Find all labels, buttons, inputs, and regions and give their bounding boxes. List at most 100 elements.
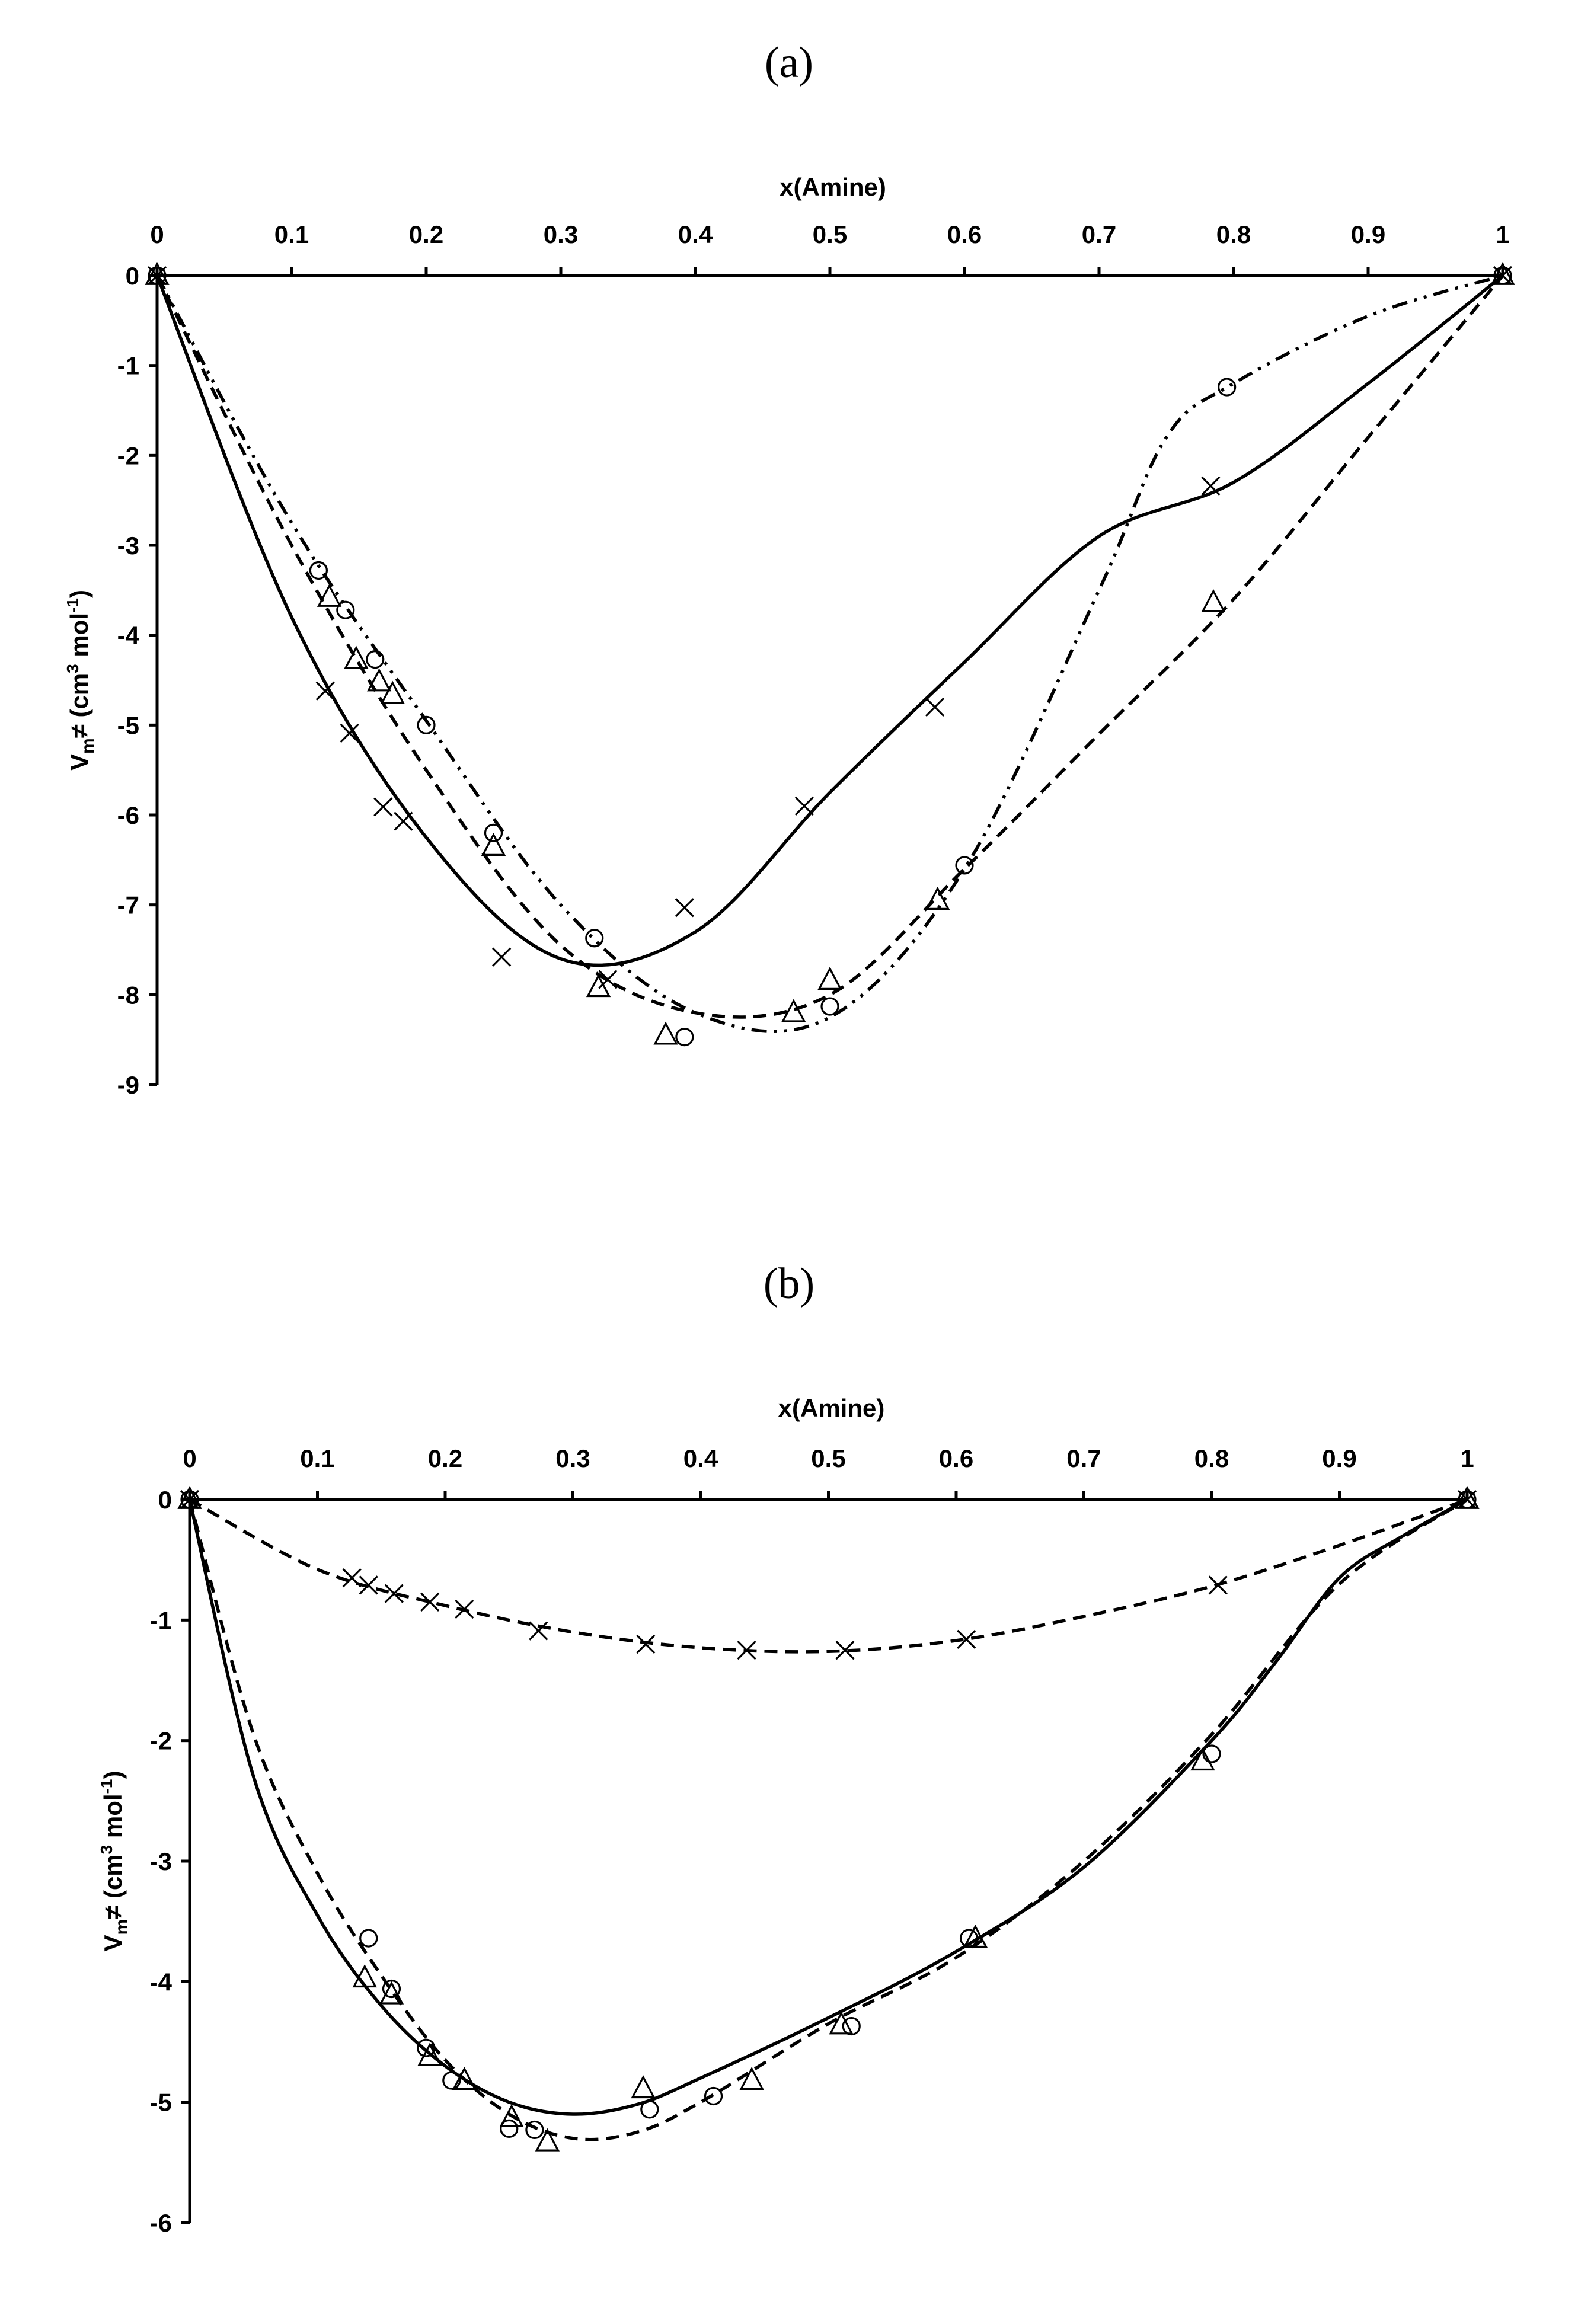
panel-label: (a) — [765, 39, 813, 87]
y-axis-title-mid: mol — [65, 613, 93, 664]
data-point-circle — [1202, 1744, 1221, 1763]
y-axis-title-sub: m — [112, 1919, 132, 1935]
y-tick-label: -5 — [150, 2089, 172, 2117]
y-tick-label: -9 — [117, 1071, 139, 1099]
y-tick-label: -3 — [117, 532, 139, 560]
data-point-triangle — [653, 1021, 678, 1045]
data-point-triangle — [417, 2042, 442, 2066]
series-triangle — [177, 1485, 1480, 2152]
y-tick-label: 0 — [126, 262, 139, 290]
data-point-cross — [342, 1568, 362, 1588]
data-point-cross — [737, 1641, 756, 1660]
x-tick-label: 0.9 — [1322, 1444, 1356, 1472]
y-tick-label: -7 — [117, 891, 139, 919]
y-tick-label: -8 — [117, 981, 139, 1009]
y-axis-title: Vm≠ (cm3 mol-1) — [97, 1771, 132, 1952]
data-point-triangle — [499, 2104, 524, 2127]
series-triangle — [145, 261, 1515, 1045]
data-point-cross — [529, 1621, 548, 1641]
y-axis-title-sub: m — [78, 738, 98, 754]
y-tick-label: -2 — [117, 442, 139, 469]
y-axis-title-end: ) — [65, 590, 93, 598]
y-tick-label: -6 — [117, 801, 139, 829]
data-point-cross — [384, 1584, 404, 1603]
y-axis-title-end: ) — [99, 1771, 127, 1779]
x-tick-label: 0.5 — [813, 220, 847, 248]
data-point-triangle — [586, 974, 611, 998]
data-point-circle — [500, 2119, 519, 2138]
data-point-cross — [491, 947, 512, 967]
data-point-cross — [359, 1575, 378, 1595]
data-point-triangle — [1490, 261, 1515, 285]
data-point-triangle — [817, 966, 842, 990]
series-circle — [148, 266, 1512, 1047]
data-point-circle — [704, 2086, 723, 2106]
data-point-triangle — [481, 832, 506, 856]
x-tick-label: 0.6 — [947, 220, 982, 248]
x-axis-title: x(Amine) — [778, 1394, 885, 1422]
data-point-cross — [636, 1634, 656, 1654]
x-tick-label: 0.1 — [300, 1444, 334, 1472]
data-point-cross — [925, 697, 945, 717]
data-point-cross — [373, 797, 393, 817]
data-point-cross — [1201, 476, 1221, 496]
panel-label: (b) — [764, 1260, 814, 1308]
data-point-circle — [820, 997, 839, 1016]
x-tick-label: 0.4 — [683, 1444, 718, 1472]
data-point-triangle — [379, 1981, 404, 2005]
data-point-cross — [675, 898, 694, 918]
x-tick-label: 0.6 — [939, 1444, 973, 1472]
x-tick-label: 0.4 — [678, 220, 713, 248]
data-point-cross — [1208, 1575, 1228, 1595]
data-point-triangle — [963, 1924, 988, 1948]
x-tick-label: 0.3 — [555, 1444, 590, 1472]
x-tick-label: 0.5 — [811, 1444, 845, 1472]
y-axis-title-mid: mol — [99, 1794, 127, 1845]
series-line-triangle — [155, 274, 1504, 1019]
data-point-triangle — [177, 1485, 202, 1509]
y-tick-label: -4 — [117, 622, 140, 650]
data-point-circle — [955, 856, 974, 875]
data-point-cross — [420, 1592, 440, 1612]
x-tick-label: 0.3 — [544, 220, 578, 248]
data-point-circle — [525, 2120, 544, 2140]
data-point-triangle — [535, 2128, 560, 2152]
y-axis-title: Vm≠ (cm3 mol-1) — [63, 590, 98, 771]
data-point-cross — [794, 796, 814, 816]
y-tick-label: -2 — [150, 1727, 172, 1755]
x-tick-label: 0.9 — [1351, 220, 1385, 248]
x-tick-label: 0.8 — [1194, 1444, 1229, 1472]
data-point-circle — [1218, 378, 1237, 397]
data-point-circle — [484, 823, 503, 842]
y-axis-title-main: V — [99, 1935, 127, 1951]
series-line-cross — [189, 1498, 1468, 1654]
data-point-circle — [359, 1929, 378, 1948]
series-line-circle — [188, 1498, 1468, 2141]
data-point-triangle — [380, 680, 405, 704]
data-point-circle — [309, 561, 328, 580]
y-axis-title-sup: 3 — [97, 1845, 116, 1855]
data-point-circle — [366, 650, 385, 669]
y-axis-title-sup: -1 — [63, 598, 82, 613]
series-circle — [180, 1490, 1477, 2141]
x-tick-label: 1 — [1460, 1444, 1474, 1472]
x-axis-title: x(Amine) — [780, 173, 886, 201]
x-tick-label: 0.8 — [1216, 220, 1251, 248]
data-point-triangle — [452, 2066, 477, 2090]
data-point-circle — [336, 600, 355, 619]
data-point-triangle — [925, 886, 950, 910]
series-line-circle — [155, 274, 1503, 1033]
y-tick-label: -5 — [117, 711, 139, 739]
y-tick-label: -4 — [150, 1968, 173, 1996]
y-axis-title-rest: ≠ (cm — [65, 673, 93, 738]
data-point-triangle — [631, 2075, 656, 2099]
series-cross — [180, 1489, 1477, 1660]
x-tick-label: 0.1 — [274, 220, 309, 248]
y-tick-label: -3 — [150, 1847, 172, 1875]
chart-panel-b: (b) x(Amine) 0 0.1 0.2 0.3 0.4 0.5 0.6 0.7 0.8 0.9 1… — [97, 1260, 1480, 2237]
data-point-triangle — [145, 261, 170, 285]
data-point-triangle — [317, 583, 342, 607]
data-point-triangle — [1190, 1747, 1215, 1771]
y-axis-title-rest: ≠ (cm — [99, 1854, 127, 1919]
